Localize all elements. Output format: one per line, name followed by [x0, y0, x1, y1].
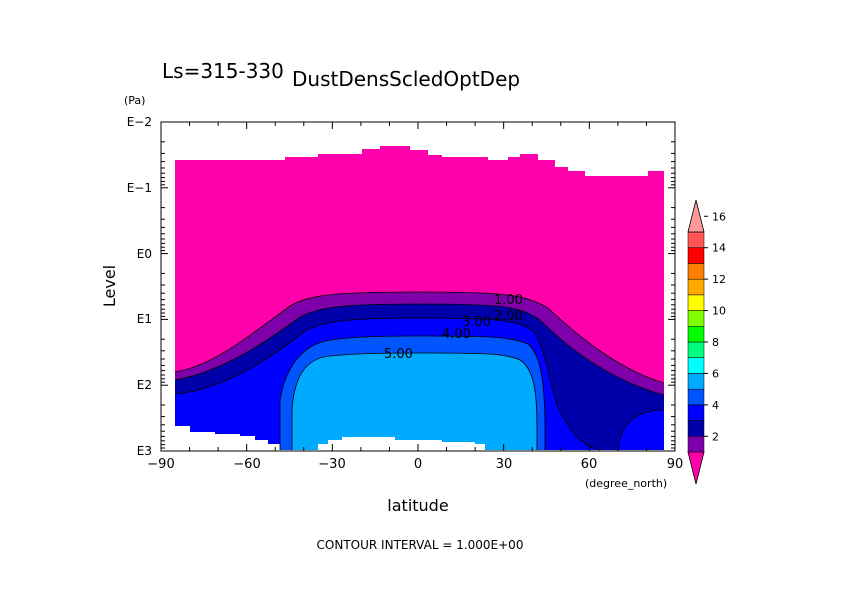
contour-fill-level-4-south-lobe [620, 410, 664, 450]
y-tick-label: E−1 [127, 181, 152, 195]
colorbar-tick-label: 16 [712, 210, 726, 223]
contour-label-4: 4.00 [442, 327, 471, 342]
contour-line-5 [291, 352, 538, 450]
colorbar-segment [687, 388, 705, 406]
colorbar-segment [687, 404, 705, 421]
y-tick-label: E2 [137, 378, 152, 392]
colorbar: 2 4 6 8 10 12 14 16 [687, 199, 726, 485]
y-tick-label: E1 [137, 312, 152, 326]
colorbar-segment [687, 310, 705, 327]
y-tick-label: E0 [137, 247, 152, 261]
surface-mask-left [160, 426, 280, 451]
colorbar-segment [687, 357, 705, 374]
contour-lines [174, 291, 665, 451]
x-tick-label: 0 [414, 457, 422, 472]
colorbar-tick-label: 8 [712, 336, 719, 349]
colorbar-segment [687, 326, 705, 343]
contour-line-2 [174, 303, 665, 396]
x-tick-label: −30 [318, 457, 345, 472]
colorbar-tick-label: 6 [712, 367, 719, 380]
contour-line-3 [174, 317, 601, 451]
contour-label-2: 2.00 [494, 309, 523, 324]
axis-ticks [160, 121, 676, 451]
x-tick-label: 60 [581, 457, 598, 472]
surface-mask-top [161, 122, 674, 450]
contour-line-1 [174, 291, 665, 384]
y-axis-label: Level [100, 265, 119, 307]
y-tick-label: E3 [137, 444, 152, 458]
contour-line-4 [279, 335, 546, 450]
season-label: Ls=315-330 [162, 59, 284, 83]
x-axis-label: latitude [387, 496, 448, 515]
y-tick-labels: E−2 E−1 E0 E1 E2 E3 [127, 115, 152, 458]
colorbar-segment [687, 341, 705, 358]
y-unit-label: (Pa) [124, 94, 145, 107]
colorbar-upper-triangle [687, 199, 705, 233]
contour-labels: 1.00 2.00 3.00 4.00 5.00 [384, 293, 523, 362]
y-tick-label: E−2 [127, 115, 152, 129]
surface-mask-center [318, 437, 485, 451]
colorbar-tick-label: 10 [712, 305, 726, 318]
topography-mask [160, 122, 675, 451]
contour-interval-text: CONTOUR INTERVAL = 1.000E+00 [317, 538, 524, 552]
colorbar-segment [687, 231, 705, 248]
contour-label-3: 3.00 [462, 315, 491, 330]
contour-label-1: 1.00 [494, 293, 523, 308]
colorbar-segment [687, 294, 705, 311]
surface-mask-right [664, 122, 675, 451]
contour-fill-level-6 [292, 353, 537, 450]
x-tick-label: −90 [147, 457, 174, 472]
colorbar-tick-label: 12 [712, 273, 726, 286]
colorbar-segment [687, 420, 705, 437]
colorbar-tick-label: 14 [712, 242, 726, 255]
x-tick-labels: −90 −60 −30 0 30 60 90 [147, 457, 683, 472]
colorbar-segment [687, 373, 705, 390]
colorbar-segment [687, 278, 705, 296]
x-tick-label: −60 [233, 457, 260, 472]
x-unit-label: (degree_north) [585, 477, 667, 490]
colorbar-tick-label: 4 [712, 399, 719, 412]
colorbar-segment [687, 263, 705, 280]
colorbar-segment [687, 247, 705, 264]
x-tick-label: 30 [496, 457, 513, 472]
x-tick-label: 90 [667, 457, 684, 472]
colorbar-tick-label: 2 [712, 430, 719, 443]
contour-fills [175, 146, 664, 450]
contour-line-3-south [619, 409, 665, 441]
chart-title: DustDensScledOptDep [292, 67, 520, 91]
colorbar-lower-triangle [687, 451, 705, 485]
contour-label-5: 5.00 [384, 347, 413, 362]
colorbar-segment [687, 436, 705, 453]
